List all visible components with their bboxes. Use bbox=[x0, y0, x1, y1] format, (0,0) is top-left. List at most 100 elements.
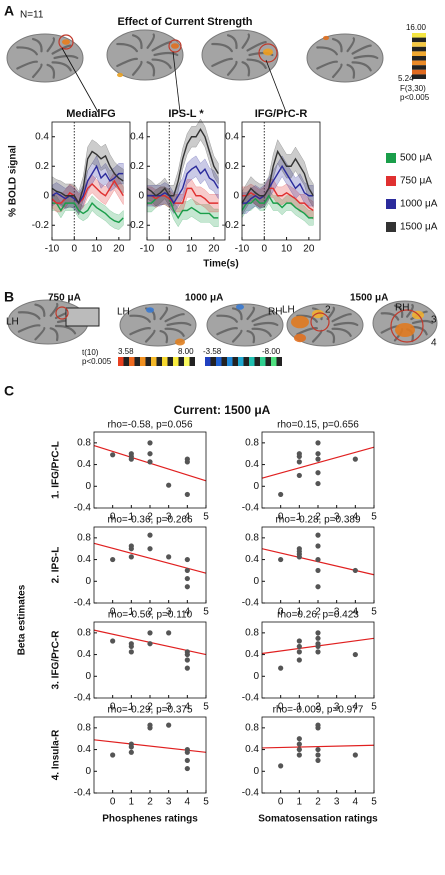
panel-title: Current: 1500 μA bbox=[174, 403, 271, 417]
point bbox=[147, 725, 153, 731]
y-tick-label: 0.4 bbox=[35, 131, 49, 142]
y-tick-label: 0.4 bbox=[77, 554, 91, 565]
sulcus bbox=[129, 314, 151, 323]
y-tick-label: 0 bbox=[43, 190, 49, 201]
chart-title: MedialFG bbox=[66, 108, 116, 120]
sulcus bbox=[231, 329, 243, 343]
colorbar-stripe bbox=[178, 357, 184, 366]
point bbox=[315, 643, 321, 650]
point bbox=[184, 584, 190, 590]
plot-frame bbox=[146, 121, 226, 241]
activation bbox=[294, 333, 306, 343]
point bbox=[184, 491, 190, 498]
x-tick-label: 5 bbox=[203, 702, 209, 713]
y-tick-label: 0 bbox=[85, 766, 91, 777]
sulcus bbox=[54, 324, 77, 335]
y-tick-label: 0.4 bbox=[130, 131, 144, 142]
colorbar-stripe bbox=[265, 357, 271, 366]
activation bbox=[171, 43, 179, 49]
x-tick-label: 3 bbox=[166, 512, 172, 523]
point bbox=[166, 630, 172, 636]
x-tick-label: 1 bbox=[297, 607, 303, 618]
point bbox=[184, 556, 190, 563]
point bbox=[184, 575, 190, 582]
series-line bbox=[241, 194, 314, 219]
sulcus bbox=[331, 63, 343, 79]
point bbox=[296, 638, 302, 644]
colorbar-stripe bbox=[412, 33, 426, 38]
point bbox=[166, 482, 172, 488]
sulcus bbox=[164, 313, 185, 323]
y-axis-label: 1. IFG/PrC-L bbox=[51, 441, 62, 499]
x-tick-label: 0 bbox=[278, 607, 284, 618]
point bbox=[278, 763, 284, 769]
point bbox=[296, 554, 302, 560]
roi-label: 3 bbox=[431, 315, 437, 326]
sulcus bbox=[146, 33, 156, 49]
x-tick-label: 2 bbox=[147, 607, 153, 618]
y-axis-label: % BOLD signal bbox=[8, 145, 19, 217]
colorbar-stripe bbox=[205, 357, 211, 366]
x-tick-label: 2 bbox=[147, 512, 153, 523]
point bbox=[110, 556, 116, 563]
point bbox=[352, 651, 358, 658]
colorbar-stripe bbox=[140, 357, 146, 366]
point bbox=[128, 546, 134, 552]
error-band bbox=[146, 155, 219, 214]
point bbox=[352, 752, 358, 758]
colorbar-stripe bbox=[412, 37, 426, 43]
point bbox=[166, 722, 172, 728]
series-line bbox=[242, 187, 314, 212]
sulcus bbox=[411, 319, 434, 325]
error-band bbox=[241, 179, 314, 220]
x-tick-label: 0 bbox=[262, 244, 268, 255]
point bbox=[184, 765, 190, 772]
point bbox=[147, 532, 153, 538]
x-tick-label: 5 bbox=[203, 512, 209, 523]
sulcus bbox=[241, 61, 251, 77]
x-tick-label: 10 bbox=[91, 244, 103, 255]
sulcus bbox=[34, 327, 46, 341]
point bbox=[184, 567, 190, 574]
sulcus bbox=[53, 54, 79, 60]
point bbox=[315, 451, 321, 457]
point bbox=[184, 459, 190, 465]
panel-label: C bbox=[4, 383, 14, 399]
y-tick-label: 0.8 bbox=[77, 627, 91, 638]
roi-circle bbox=[168, 39, 182, 53]
y-tick-label: -0.4 bbox=[242, 503, 260, 514]
x-tick-label: 5 bbox=[203, 607, 209, 618]
brain bbox=[201, 29, 279, 81]
sulcus bbox=[216, 314, 238, 323]
y-tick-label: 0 bbox=[138, 190, 144, 201]
legend-swatch bbox=[386, 153, 396, 163]
x-tick-label: 4 bbox=[185, 702, 191, 713]
sulcus bbox=[31, 63, 43, 79]
panel-title: Effect of Current Strength bbox=[117, 16, 252, 28]
brain bbox=[206, 303, 284, 347]
roi-circle bbox=[55, 306, 69, 320]
sulcus bbox=[51, 61, 72, 72]
legend-swatch bbox=[386, 222, 396, 232]
y-tick-label: 0.8 bbox=[245, 722, 259, 733]
sample-size: N=11 bbox=[20, 10, 44, 21]
point bbox=[315, 752, 321, 758]
sulcus bbox=[31, 37, 43, 53]
point bbox=[147, 641, 153, 647]
point bbox=[128, 744, 134, 750]
activation bbox=[236, 304, 244, 310]
sulcus bbox=[216, 327, 238, 336]
sulcus bbox=[326, 306, 336, 321]
series-line bbox=[51, 150, 124, 205]
plot-frame bbox=[261, 621, 375, 699]
sulcus bbox=[326, 329, 336, 344]
colorbar-p: p<0.005 bbox=[400, 93, 430, 102]
x-axis-label: Somatosensation ratings bbox=[258, 814, 378, 825]
sulcus bbox=[166, 321, 192, 327]
x-tick-label: 0 bbox=[110, 607, 116, 618]
x-tick-label: 0 bbox=[278, 512, 284, 523]
y-tick-label: 0 bbox=[85, 671, 91, 682]
colorbar-stripe bbox=[145, 357, 151, 366]
sulcus bbox=[211, 42, 233, 53]
activation bbox=[263, 48, 273, 56]
